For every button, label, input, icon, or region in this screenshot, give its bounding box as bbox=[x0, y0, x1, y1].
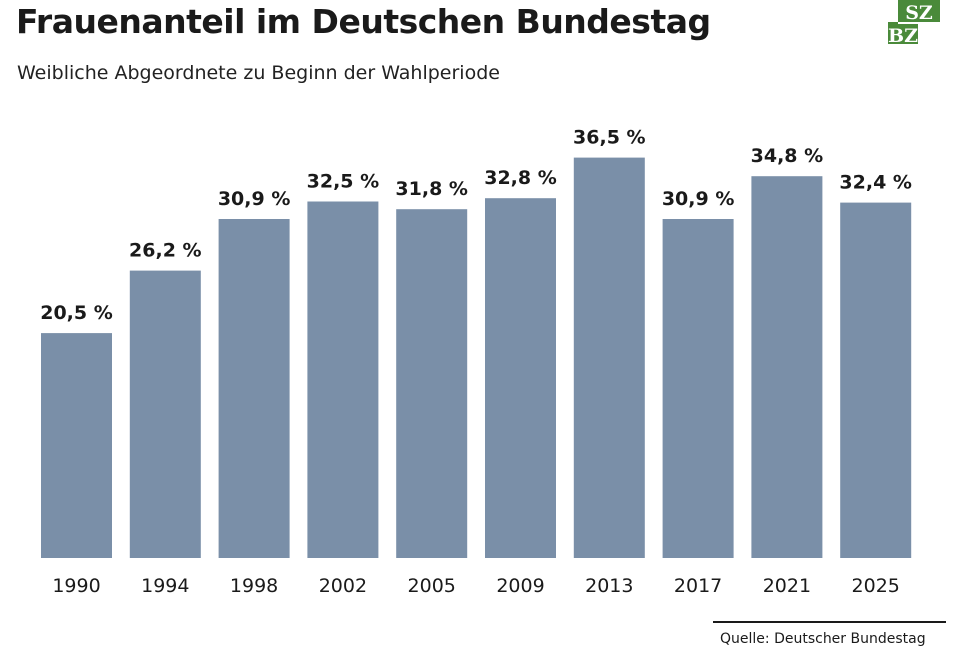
x-tick-1998: 1998 bbox=[230, 575, 278, 597]
x-tick-2002: 2002 bbox=[319, 575, 367, 597]
bar-2013 bbox=[573, 157, 645, 558]
bar-2009 bbox=[485, 198, 556, 558]
logo-top-text: SZ bbox=[905, 2, 933, 24]
bar-2025 bbox=[840, 202, 912, 558]
x-tick-2021: 2021 bbox=[763, 575, 811, 597]
data-label-1990: 20,5 % bbox=[40, 302, 113, 324]
data-label-1998: 30,9 % bbox=[218, 188, 291, 210]
logo-bottom-text: BZ bbox=[888, 25, 918, 46]
bar-1998 bbox=[218, 219, 290, 558]
x-tick-1990: 1990 bbox=[52, 575, 100, 597]
x-tick-2005: 2005 bbox=[408, 575, 456, 597]
data-label-2017: 30,9 % bbox=[662, 188, 735, 210]
bar-1994 bbox=[129, 270, 201, 558]
bar-1990 bbox=[41, 333, 112, 558]
chart-title: Frauenanteil im Deutschen Bundestag bbox=[16, 2, 711, 41]
bar-2005 bbox=[396, 209, 468, 558]
data-label-2013: 36,5 % bbox=[573, 127, 646, 149]
data-label-1994: 26,2 % bbox=[129, 240, 202, 262]
x-tick-1994: 1994 bbox=[141, 575, 189, 597]
data-label-2021: 34,8 % bbox=[751, 145, 824, 167]
sz-bz-logo-icon: SZ BZ bbox=[888, 0, 940, 46]
data-label-2002: 32,5 % bbox=[307, 171, 380, 193]
source-note: Quelle: Deutscher Bundestag bbox=[720, 631, 926, 647]
x-tick-2013: 2013 bbox=[585, 575, 633, 597]
data-label-2009: 32,8 % bbox=[484, 167, 557, 189]
source-divider bbox=[713, 621, 946, 623]
bar-2021 bbox=[751, 176, 823, 558]
bar-2002 bbox=[307, 201, 379, 558]
data-label-2025: 32,4 % bbox=[839, 172, 912, 194]
x-tick-2009: 2009 bbox=[496, 575, 544, 597]
chart-subtitle: Weibliche Abgeordnete zu Beginn der Wahl… bbox=[17, 62, 500, 84]
bar-2017 bbox=[662, 219, 734, 558]
data-label-2005: 31,8 % bbox=[395, 178, 468, 200]
x-tick-2017: 2017 bbox=[674, 575, 722, 597]
x-tick-2025: 2025 bbox=[852, 575, 900, 597]
